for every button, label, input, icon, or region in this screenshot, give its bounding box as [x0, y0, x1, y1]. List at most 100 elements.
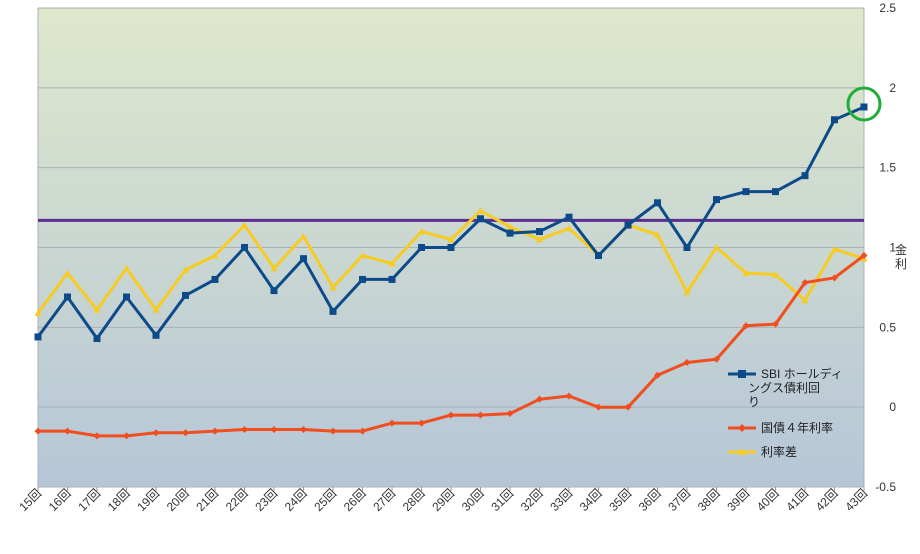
data-point: [772, 271, 779, 278]
data-point: [536, 228, 543, 236]
data-point: [388, 419, 396, 427]
data-point: [418, 228, 425, 235]
data-point: [536, 395, 543, 403]
legend-label-sbi-3: り: [748, 395, 760, 409]
data-point: [93, 306, 101, 313]
legend-marker-jgb: [738, 424, 746, 432]
data-point: [477, 207, 484, 214]
data-point: [713, 196, 720, 204]
data-point: [624, 403, 632, 411]
data-point: [182, 429, 189, 437]
y-axis-title-char: 金: [895, 242, 907, 257]
y-axis-title-char: 利: [895, 257, 907, 271]
legend-label-spread: 利率差: [761, 444, 797, 459]
data-point: [536, 236, 543, 243]
data-point: [713, 355, 720, 363]
x-tick-label: 30回: [459, 486, 487, 514]
data-point: [447, 411, 455, 419]
data-point: [152, 306, 160, 313]
data-point: [683, 244, 691, 251]
data-point: [654, 231, 661, 238]
data-point: [831, 274, 838, 282]
data-point: [300, 255, 307, 263]
data-point: [64, 293, 71, 301]
data-point: [329, 283, 337, 291]
y-tick-label: 2: [889, 81, 896, 95]
data-point: [565, 392, 573, 400]
x-tick-label: 15回: [16, 486, 44, 514]
data-point: [64, 427, 71, 435]
data-point: [329, 427, 337, 435]
y-tick-label: 0.5: [879, 320, 896, 334]
data-point: [654, 199, 661, 207]
data-point: [506, 223, 514, 230]
series-layer: [34, 103, 868, 440]
data-point: [152, 429, 160, 437]
x-tick-label: 42回: [813, 486, 841, 514]
y-tick-label: 2.5: [879, 1, 896, 15]
x-tick-label: 20回: [164, 486, 192, 514]
data-point: [860, 251, 868, 259]
data-point: [152, 331, 160, 339]
x-tick-label: 35回: [606, 486, 634, 514]
data-point: [565, 224, 573, 232]
x-tick-label: 34回: [577, 486, 605, 514]
y-axis-ticks: -0.5 0 0.5 1 1.5 2 2.5: [875, 1, 896, 494]
x-tick-label: 18回: [105, 486, 133, 514]
series-0: [34, 103, 868, 343]
data-point: [801, 279, 809, 287]
y-tick-label: 1: [889, 241, 896, 255]
data-point: [447, 236, 455, 243]
data-point: [93, 335, 101, 343]
data-point: [388, 259, 396, 267]
x-tick-label: 28回: [400, 486, 428, 514]
legend: SBI ホールディ ングス債利回 り 国債４年利率 利率差: [728, 366, 843, 459]
data-point: [418, 244, 425, 251]
x-tick-label: 31回: [488, 486, 516, 514]
data-point: [34, 333, 42, 341]
legend-label-sbi-1: SBI ホールディ: [761, 366, 843, 381]
data-point: [300, 232, 307, 240]
data-point: [359, 251, 366, 259]
x-tick-label: 33回: [547, 486, 575, 514]
legend-item-jgb: 国債４年利率: [728, 420, 833, 435]
x-tick-label: 17回: [75, 486, 103, 514]
data-point: [831, 245, 838, 253]
data-point: [831, 116, 838, 124]
data-point: [801, 296, 809, 304]
data-point: [241, 244, 248, 251]
data-point: [595, 403, 602, 411]
data-point: [772, 320, 779, 328]
x-tick-label: 23回: [252, 486, 280, 514]
data-point: [270, 264, 278, 272]
data-point: [683, 358, 691, 366]
x-tick-label: 43回: [842, 486, 870, 514]
x-axis-ticks: 15回 16回 17回 18回 19回 20回 21回 22回 23回 24回 25回 26回 27回 2…: [16, 486, 870, 514]
data-point: [93, 432, 101, 440]
data-point: [565, 213, 573, 221]
legend-marker-sbi: [738, 370, 746, 378]
x-tick-label: 40回: [754, 486, 782, 514]
x-tick-label: 41回: [783, 486, 811, 514]
legend-marker-spread: [738, 448, 746, 455]
y-tick-label: -0.5: [875, 480, 896, 494]
data-point: [388, 275, 396, 283]
data-point: [447, 244, 455, 251]
data-point: [624, 221, 632, 229]
x-tick-label: 25回: [311, 486, 339, 514]
data-point: [64, 269, 71, 277]
legend-label-jgb: 国債４年利率: [761, 420, 833, 435]
data-point: [329, 307, 337, 315]
series-2: [34, 207, 868, 316]
data-point: [123, 264, 130, 272]
data-point: [742, 188, 750, 196]
data-point: [477, 411, 484, 419]
data-point: [123, 432, 130, 440]
data-point: [300, 426, 307, 434]
data-point: [506, 229, 514, 237]
data-point: [683, 288, 691, 296]
x-tick-label: 32回: [518, 486, 546, 514]
data-point: [241, 426, 248, 434]
highlight-circle: [846, 86, 882, 122]
y-tick-label: 1.5: [879, 161, 896, 175]
